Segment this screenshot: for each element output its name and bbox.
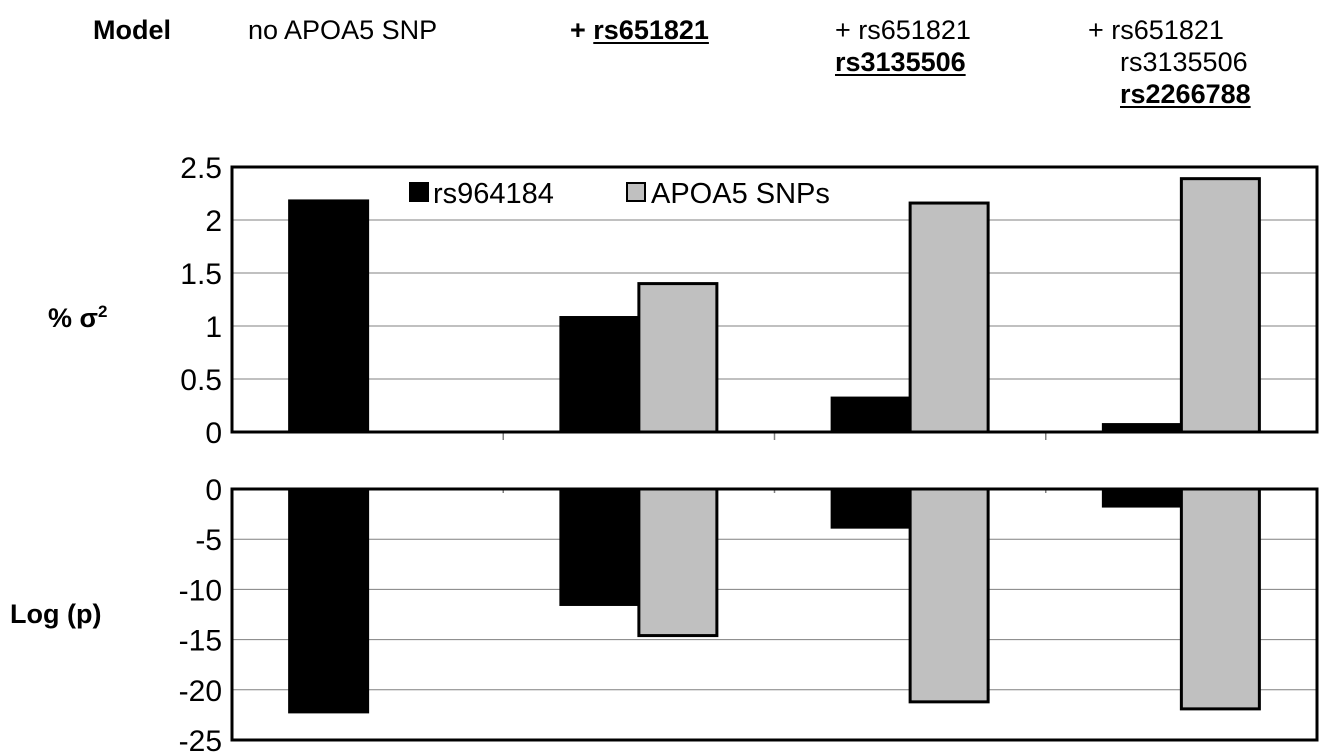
variance-bar-apoa5-snps xyxy=(908,201,990,434)
logp-y-tick-label: 0 xyxy=(205,474,222,507)
legend-swatch-apoa5-snps xyxy=(626,182,646,202)
y-axis-label-logp: Log (p) xyxy=(10,599,102,629)
model-column-2: + rs651821 xyxy=(570,14,709,46)
model-column-line: + rs651821 xyxy=(570,14,709,46)
variance-bar-apoa5-snps xyxy=(1179,177,1261,434)
snp-name: rs651821 xyxy=(1111,15,1224,45)
model-prefix: + xyxy=(1088,15,1112,45)
snp-name: rs651821 xyxy=(593,15,709,45)
snp-name: rs2266788 xyxy=(1120,79,1251,109)
logp-bar-rs964184 xyxy=(559,487,641,606)
logp-bar-apoa5-snps xyxy=(908,487,990,704)
logp-bar-rs964184 xyxy=(288,487,370,714)
legend-swatch-rs964184 xyxy=(409,182,429,202)
model-column-line: + rs651821 xyxy=(1088,14,1251,46)
snp-name: rs3135506 xyxy=(835,47,966,77)
model-column-3: + rs651821 rs3135506 xyxy=(835,14,971,78)
model-column-line: rs3135506 xyxy=(1088,46,1251,78)
y-axis-label-variance-main: % σ xyxy=(48,303,98,333)
snp-name: no APOA5 SNP xyxy=(248,15,438,45)
snp-name: rs651821 xyxy=(858,15,971,45)
y-axis-label-variance: % σ2 xyxy=(48,302,107,334)
variance-y-tick-label: 2 xyxy=(205,205,222,238)
logp-bar-rs964184 xyxy=(830,487,912,529)
model-prefix: + xyxy=(835,15,859,45)
y-axis-label-variance-sup: 2 xyxy=(97,302,108,321)
logp-y-tick-label: -25 xyxy=(179,725,222,755)
variance-y-tick-label: 1.5 xyxy=(180,258,222,291)
logp-bar-apoa5-snps xyxy=(1179,487,1261,711)
variance-y-tick-label: 0 xyxy=(205,417,222,450)
snp-name: rs3135506 xyxy=(1120,47,1248,77)
variance-bar-rs964184 xyxy=(830,396,912,434)
model-column-1: no APOA5 SNP xyxy=(248,14,437,46)
header-model-label: Model xyxy=(93,15,171,45)
variance-bar-rs964184 xyxy=(288,199,370,434)
logp-y-tick-label: -15 xyxy=(179,625,222,658)
logp-bar-rs964184 xyxy=(1101,487,1183,508)
variance-y-tick-label: 1 xyxy=(205,311,222,344)
variance-y-tick-label: 0.5 xyxy=(180,364,222,397)
logp-bar-apoa5-snps xyxy=(637,487,719,638)
logp-plot-frame xyxy=(230,487,1319,742)
logp-y-tick-label: -20 xyxy=(179,675,222,708)
model-column-4: + rs651821 rs3135506 rs2266788 xyxy=(1088,14,1251,110)
model-column-line: rs2266788 xyxy=(1088,78,1251,110)
model-column-line: no APOA5 SNP xyxy=(248,14,437,46)
model-column-line: rs3135506 xyxy=(835,46,971,78)
logp-y-tick-label: -5 xyxy=(195,524,222,557)
model-prefix: + xyxy=(570,15,594,45)
legend-label-rs964184: rs964184 xyxy=(433,178,554,210)
logp-y-tick-label: -10 xyxy=(179,574,222,607)
legend-label-apoa5-snps: APOA5 SNPs xyxy=(651,178,830,210)
variance-bar-apoa5-snps xyxy=(637,282,719,434)
model-column-line: + rs651821 xyxy=(835,14,971,46)
variance-y-tick-label: 2.5 xyxy=(180,152,222,185)
variance-bar-rs964184 xyxy=(559,316,641,434)
